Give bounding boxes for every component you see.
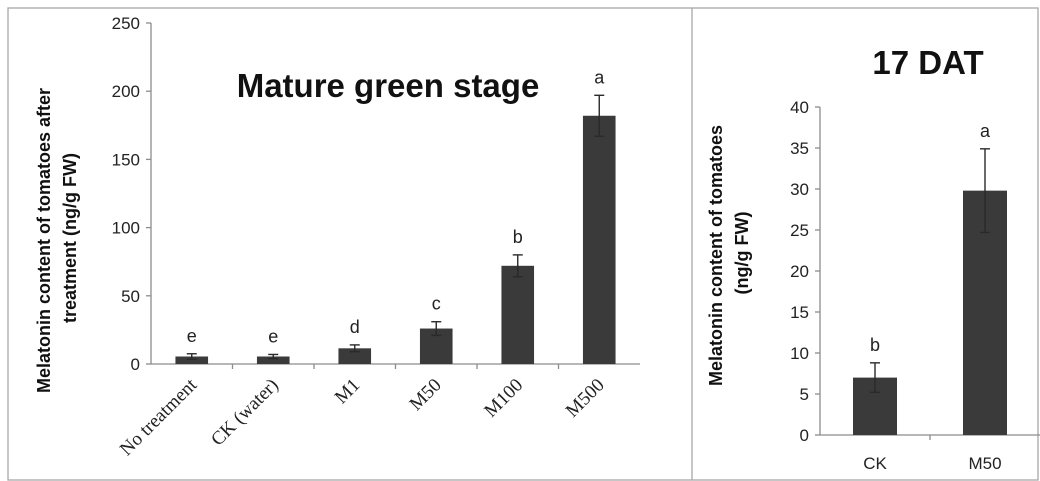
y-tick-label: 5 <box>800 385 809 404</box>
significance-letter: e <box>187 326 197 346</box>
y-tick-label: 30 <box>790 180 809 199</box>
bar <box>175 356 209 364</box>
significance-letter: a <box>980 121 991 141</box>
chart-title: Mature green stage <box>237 67 540 104</box>
significance-letter: b <box>513 227 523 247</box>
x-tick-label: CK <box>863 454 887 473</box>
significance-letter: c <box>432 294 441 314</box>
y-axis-label: Melatonin content of tomatoes after trea… <box>34 83 80 393</box>
y-tick-label: 15 <box>790 303 809 322</box>
y-axis-label-line-1: Melatonin content of tomatoes after <box>34 88 54 393</box>
significance-letter: b <box>870 335 880 355</box>
chart-title: 17 DAT <box>872 44 983 81</box>
y-tick-label: 35 <box>790 139 809 158</box>
y-axis-label-line-1: Melatonin content of tomatoes <box>706 125 726 386</box>
y-tick-label: 40 <box>790 98 809 117</box>
chart-17-dat: 17 DAT Melatonin content of tomatoes (ng… <box>706 44 1040 473</box>
significance-letter: a <box>594 67 605 87</box>
y-tick-label: 250 <box>112 14 140 33</box>
y-tick-label: 10 <box>790 344 809 363</box>
y-tick-label: 0 <box>800 426 809 445</box>
significance-letter: e <box>268 326 278 346</box>
y-tick-label: 20 <box>790 262 809 281</box>
y-axis-label-line-2: (ng/g FW) <box>732 212 752 295</box>
x-tick-label: M50 <box>968 454 1001 473</box>
y-tick-label: 150 <box>112 150 140 169</box>
y-axis-label: Melatonin content of tomatoes (ng/g FW) <box>706 120 752 386</box>
bar <box>582 115 616 364</box>
bar <box>256 356 290 364</box>
y-tick-label: 100 <box>112 219 140 238</box>
bar <box>501 265 535 364</box>
y-tick-label: 200 <box>112 82 140 101</box>
y-tick-label: 0 <box>131 355 140 374</box>
significance-letter: d <box>350 317 360 337</box>
bar <box>338 348 372 364</box>
y-tick-label: 25 <box>790 221 809 240</box>
y-axis-label-line-2: treatment (ng/g FW) <box>60 153 80 323</box>
y-tick-label: 50 <box>121 287 140 306</box>
